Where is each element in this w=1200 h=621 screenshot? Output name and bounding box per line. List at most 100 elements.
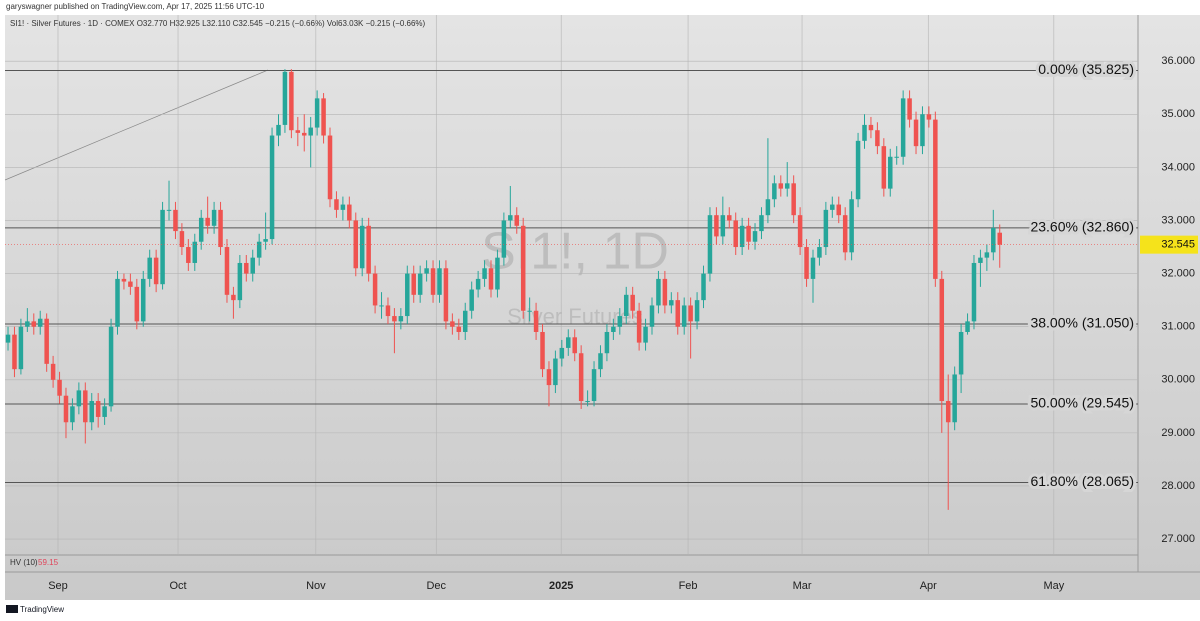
candle-body [933, 119, 938, 279]
y-tick-label: 32.000 [1161, 267, 1195, 279]
candle-body [797, 215, 803, 248]
candle-body [875, 130, 880, 147]
candle-body [881, 146, 887, 189]
candle-body [688, 305, 693, 322]
candle-body [591, 369, 597, 402]
candle-body [269, 135, 275, 240]
chart-background [5, 15, 1200, 600]
candle-body [231, 294, 236, 301]
candle-body [849, 199, 854, 253]
indicator-value: 59.15 [38, 558, 59, 567]
candle-body [450, 321, 455, 327]
y-tick-label: 31.000 [1161, 321, 1195, 333]
candle-body [95, 401, 101, 417]
candle-body [308, 127, 313, 136]
candle-body [488, 268, 494, 290]
candle-body [276, 124, 281, 136]
y-tick-label: 30.000 [1161, 374, 1195, 386]
y-tick-label: 34.000 [1161, 161, 1195, 173]
candle-body [669, 300, 674, 306]
candle-body [411, 273, 416, 295]
candle-body [997, 232, 1002, 245]
candle-body [527, 310, 532, 312]
candle-body [392, 316, 397, 322]
candle-body [495, 257, 500, 290]
candle-body [12, 334, 17, 370]
candle-body [76, 390, 82, 407]
last-price-label: 32.545 [1161, 239, 1195, 251]
y-tick-label: 28.000 [1161, 480, 1195, 492]
candle-body [945, 401, 951, 423]
candle-body [926, 114, 932, 120]
candle-body [939, 278, 945, 402]
x-tick-label: 2025 [549, 580, 573, 592]
candle-body [282, 71, 288, 125]
fib-label: 50.00% (29.545) [1030, 395, 1134, 411]
tradingview-logo [6, 605, 18, 613]
candle-body [5, 334, 11, 343]
candle-body [301, 132, 307, 136]
candle-body [791, 183, 796, 216]
candle-body [623, 294, 629, 317]
candle-body [456, 326, 462, 332]
candle-body [256, 241, 262, 258]
candle-body [179, 231, 185, 248]
candle-body [611, 326, 616, 332]
candle-body [701, 273, 706, 301]
candle-body [469, 289, 474, 311]
candle-body [675, 300, 681, 327]
candle-body [810, 257, 816, 279]
candle-body [553, 358, 558, 386]
candle-body [739, 225, 745, 248]
x-tick-label: May [1043, 580, 1064, 592]
candle-body [224, 247, 230, 295]
candle-body [862, 124, 867, 141]
candle-body [205, 217, 210, 226]
fib-label: 38.00% (31.050) [1030, 315, 1134, 331]
candle-body [121, 278, 127, 282]
candle-body [173, 209, 178, 232]
candle-body [772, 183, 777, 200]
candle-body [533, 310, 539, 332]
fib-label: 23.60% (32.860) [1030, 219, 1134, 235]
candle-body [398, 316, 404, 322]
candle-body [44, 318, 49, 364]
x-tick-label: Nov [306, 580, 326, 592]
candle-body [334, 199, 339, 210]
candle-body [778, 183, 784, 189]
candle-body [359, 225, 365, 269]
candle-body [920, 114, 925, 147]
candle-body [759, 215, 764, 232]
candle-body [128, 281, 133, 287]
publisher-note: garyswagner published on TradingView.com… [6, 2, 265, 11]
candle-body [514, 215, 520, 226]
candle-body [752, 231, 758, 242]
candle-body [617, 316, 623, 327]
candle-body [894, 156, 899, 158]
candle-body [952, 374, 957, 423]
candle-body [430, 268, 436, 295]
candle-body [636, 310, 642, 343]
x-tick-label: Sep [48, 580, 68, 592]
candle-body [347, 204, 352, 221]
y-tick-label: 29.000 [1161, 427, 1195, 439]
y-tick-label: 27.000 [1161, 533, 1195, 545]
candle-body [958, 331, 964, 375]
candle-body [984, 252, 990, 258]
candle-body [37, 318, 43, 327]
watermark: SI1!, 1D [481, 223, 669, 281]
candle-body [263, 239, 268, 242]
candle-body [707, 215, 713, 274]
candle-body [160, 209, 165, 285]
symbol-legend: SI1! · Silver Futures · 1D · COMEX O32.7… [10, 19, 426, 28]
candle-body [192, 241, 198, 263]
watermark-subtitle: Silver Futures [507, 304, 643, 329]
candle-body [327, 135, 333, 200]
candle-body [424, 268, 429, 274]
candle-body [83, 390, 88, 423]
candle-body [656, 278, 661, 306]
candle-body [250, 257, 255, 274]
candle-body [830, 204, 835, 210]
candle-body [714, 215, 719, 237]
candle-body [366, 225, 371, 274]
